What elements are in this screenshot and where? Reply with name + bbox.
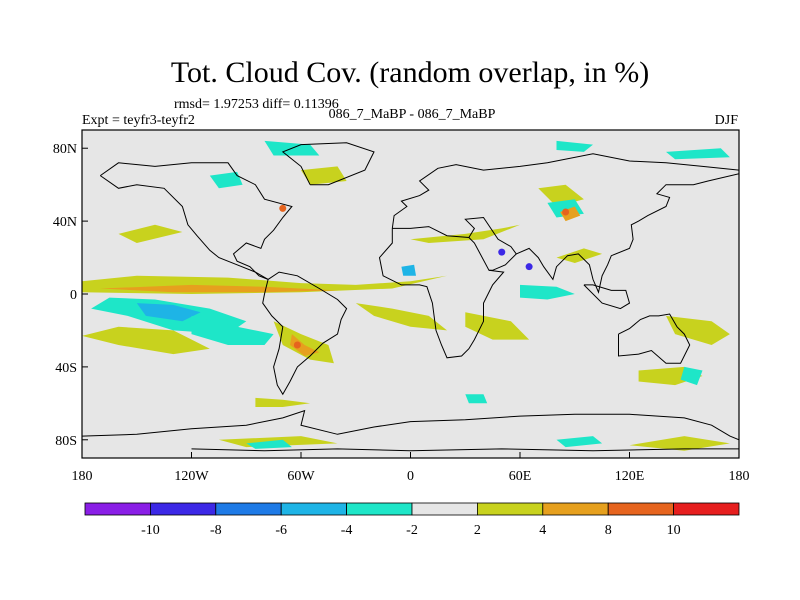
- map-plot-area: [81, 129, 740, 459]
- colorbar-swatch-2: [215, 502, 282, 516]
- contour-region-1: [100, 284, 338, 293]
- colorbar-label-0: -10: [141, 523, 160, 538]
- x-axis: 180 120W 60W 0 60E 120E 180: [72, 452, 750, 484]
- coastline-3: [281, 142, 375, 186]
- x-tick-label-0: 180: [72, 469, 93, 484]
- coastline-10: [82, 409, 739, 441]
- colorbar-swatch-9: [673, 502, 740, 516]
- x-tick-label-4: 60E: [509, 469, 532, 484]
- coastline-2: [262, 271, 348, 396]
- colorbar-swatch-8: [607, 502, 675, 516]
- colorbar-label-1: -8: [210, 523, 222, 538]
- x-tick-label-3: 0: [407, 469, 414, 484]
- contour-region-13: [301, 166, 347, 185]
- colorbar-label-2: -6: [275, 523, 287, 538]
- colorbar-swatch-4: [346, 502, 413, 516]
- contour-region-8: [410, 224, 520, 243]
- colorbar-swatch-6: [476, 502, 544, 516]
- stats-label: rmsd= 1.97253 diff= 0.11396: [174, 97, 339, 112]
- contour-spot-2: [279, 204, 287, 212]
- x-tick-label-6: 180: [729, 469, 750, 484]
- contour-region-5: [290, 334, 320, 356]
- contour-region-19: [520, 284, 575, 300]
- colorbar-label-5: 2: [474, 523, 481, 538]
- x-tick-label-1: 120W: [174, 469, 209, 484]
- period-label: 086_7_MaBP - 086_7_MaBP: [329, 107, 496, 122]
- colorbar-label-6: 4: [539, 523, 546, 538]
- contour-region-7: [465, 312, 530, 340]
- contour-region-10: [666, 315, 730, 345]
- contour-spot-0: [498, 248, 506, 256]
- coastline-11: [191, 448, 739, 452]
- coastline-1: [100, 175, 269, 280]
- coastline-7: [516, 173, 739, 294]
- contour-region-31: [401, 264, 416, 276]
- contour-region-27: [465, 394, 488, 404]
- x-tick-label-5: 120E: [615, 469, 645, 484]
- y-tick-label-3: 40S: [55, 361, 77, 376]
- contour-region-6: [355, 303, 447, 331]
- contour-spot-3: [293, 341, 301, 349]
- x-tick-label-2: 60W: [287, 469, 315, 484]
- contour-region-18: [191, 315, 274, 345]
- contour-spot-1: [525, 263, 533, 271]
- colorbar-swatch-3: [280, 502, 348, 516]
- contour-region-17: [136, 303, 201, 322]
- y-tick-label-2: 0: [70, 288, 77, 303]
- y-tick-label-0: 80N: [53, 142, 77, 157]
- contour-spot-4: [562, 208, 570, 216]
- contour-region-21: [666, 148, 730, 160]
- coastline-0: [100, 162, 293, 280]
- colorbar-label-4: -2: [406, 523, 418, 538]
- map-background: [82, 130, 739, 458]
- contour-region-26: [209, 171, 243, 189]
- chart-title: Tot. Cloud Cov. (random overlap, in %): [171, 56, 649, 89]
- contour-region-3: [82, 326, 210, 355]
- y-tick-label-1: 40N: [53, 215, 77, 230]
- contour-region-22: [556, 140, 593, 152]
- colorbar-swatch-7: [542, 502, 609, 516]
- y-tick-label-4: 80S: [55, 434, 77, 449]
- contour-fills: [82, 140, 730, 451]
- coastline-8: [618, 313, 691, 364]
- contour-spots: [279, 204, 570, 349]
- experiment-label: Expt = teyfr3-teyfr2: [82, 113, 195, 128]
- coastline-9: [583, 284, 631, 310]
- y-axis: 80N 40N 0 40S 80S: [53, 142, 88, 449]
- contour-region-15: [629, 436, 730, 451]
- colorbar-label-7: 8: [605, 523, 612, 538]
- colorbar-label-3: -4: [341, 523, 353, 538]
- contour-region-4: [273, 321, 334, 364]
- contour-region-24: [556, 436, 603, 448]
- colorbar-swatch-5: [411, 502, 478, 516]
- colorbar-swatch-1: [149, 502, 217, 516]
- colorbar-swatch-0: [84, 502, 151, 516]
- contour-region-9: [556, 248, 603, 263]
- colorbar: -10 -8 -6 -4 -2 2 4 8 10: [84, 502, 740, 538]
- contour-region-23: [246, 439, 292, 449]
- coastlines: [82, 142, 739, 452]
- coastline-5: [391, 153, 739, 229]
- contour-region-2: [118, 224, 183, 243]
- coastline-6: [464, 216, 517, 271]
- contour-region-12: [255, 397, 311, 407]
- colorbar-label-8: 10: [667, 523, 681, 538]
- season-label: DJF: [715, 113, 739, 128]
- contour-region-25: [680, 366, 703, 386]
